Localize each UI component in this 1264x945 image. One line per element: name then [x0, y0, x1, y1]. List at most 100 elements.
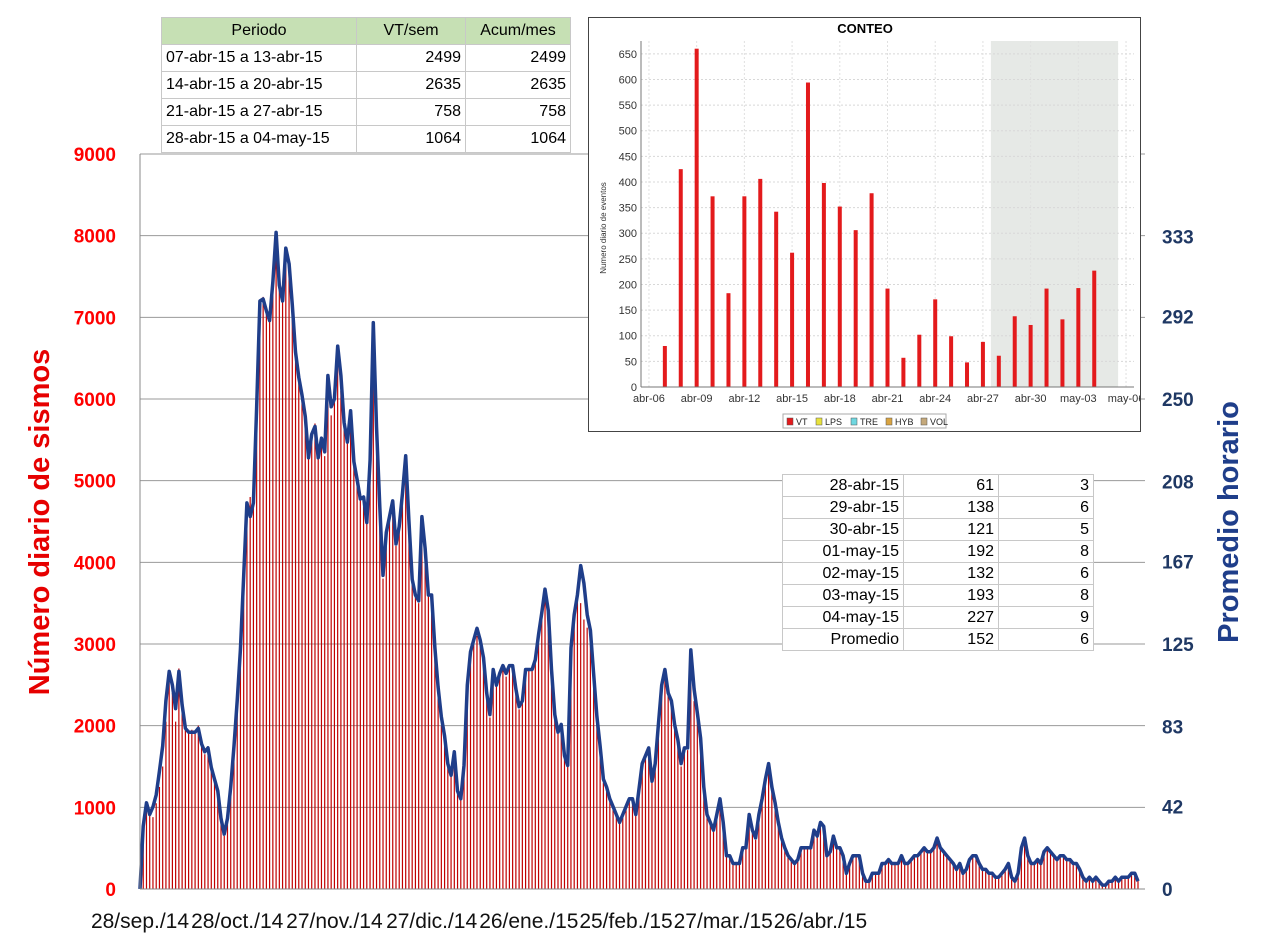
table-row: 07-abr-15 a 13-abr-15 2499 2499 [161, 44, 571, 72]
inset-x-tick-label: abr-24 [919, 393, 951, 405]
right-tick-label: 333 [1162, 227, 1194, 248]
main-hourly-line [138, 230, 1140, 890]
x-tick-label: 28/sep./14 [91, 910, 189, 933]
main-left-axis-label: Número diario de sismos [24, 349, 56, 696]
left-tick-label: 7000 [74, 308, 116, 329]
table-row: 04-may-15 227 9 [782, 606, 1094, 629]
inset-bar [917, 334, 922, 387]
inset-shaded-region [990, 41, 1119, 387]
table-cell: 28-abr-15 a 04-may-15 [161, 125, 357, 153]
right-tick-label: 0 [1162, 880, 1173, 901]
table-cell: 1064 [465, 125, 571, 153]
right-tick-label: 42 [1162, 798, 1183, 819]
inset-bar [949, 336, 954, 387]
table-cell: 121 [903, 518, 999, 541]
inset-bar [694, 48, 699, 387]
x-tick-label: 26/ene./15 [479, 910, 578, 933]
inset-x-tick-label: abr-09 [681, 393, 713, 405]
table-cell: 152 [903, 628, 999, 651]
table-row: 01-may-15 192 8 [782, 540, 1094, 563]
right-tick-label: 250 [1162, 390, 1194, 411]
inset-bar [1092, 270, 1097, 387]
table-cell: 758 [356, 98, 466, 126]
inset-x-ticks: abr-06 abr-09 abr-12 abr-15 abr-18 abr-21 abr-… [633, 393, 1144, 405]
table-row: 03-may-15 193 8 [782, 584, 1094, 607]
inset-bar [901, 357, 906, 387]
table-row: 02-may-15 132 6 [782, 562, 1094, 585]
inset-bar [790, 252, 795, 387]
left-tick-label: 2000 [74, 717, 116, 738]
inset-y-tick-label: 300 [619, 228, 637, 240]
table-cell: 758 [465, 98, 571, 126]
header-acum-mes: Acum/mes [465, 17, 571, 45]
inset-bar [821, 182, 826, 387]
inset-y-tick-label: 600 [619, 74, 637, 86]
inset-bar [885, 288, 890, 387]
inset-y-tick-label: 200 [619, 279, 637, 291]
inset-y-tick-label: 50 [625, 356, 637, 368]
table-cell: 04-may-15 [782, 606, 904, 629]
legend-swatch [885, 417, 893, 426]
table-cell: 227 [903, 606, 999, 629]
inset-y-tick-label: 450 [619, 151, 637, 163]
right-tick-label: 125 [1162, 635, 1194, 656]
table-cell: 2635 [465, 71, 571, 99]
inset-bar [742, 196, 747, 387]
table-cell: 28-abr-15 [782, 474, 904, 497]
right-tick-label: 167 [1162, 553, 1194, 574]
inset-bar [678, 169, 683, 387]
main-left-ticks: 0 1000 2000 3000 4000 5000 6000 7000 8000 9000 [74, 145, 116, 901]
right-tick-label: 208 [1162, 472, 1194, 493]
table-cell: 192 [903, 540, 999, 563]
inset-bar [662, 345, 667, 387]
inset-bar [805, 82, 810, 388]
left-tick-label: 5000 [74, 472, 116, 493]
left-tick-label: 0 [105, 880, 116, 901]
weekly-summary-table: Periodo VT/sem Acum/mes 07-abr-15 a 13-a… [161, 17, 571, 153]
table-row: 21-abr-15 a 27-abr-15 758 758 [161, 98, 571, 126]
inset-x-tick-label: abr-06 [633, 393, 665, 405]
table-cell: 61 [903, 474, 999, 497]
legend-label: VOL [930, 417, 948, 427]
inset-x-tick-label: abr-21 [872, 393, 904, 405]
main-right-axis-label: Promedio horario [1213, 401, 1245, 643]
inset-x-tick-label: abr-12 [728, 393, 760, 405]
inset-bar [710, 196, 715, 387]
legend-swatch [850, 417, 858, 426]
left-tick-label: 4000 [74, 553, 116, 574]
inset-bar [1044, 288, 1049, 387]
inset-legend: VT LPS TRE HYB VOL [782, 413, 948, 429]
x-tick-label: 25/feb./15 [579, 910, 672, 933]
inset-legend-box [782, 413, 947, 429]
inset-x-tick-label: abr-18 [824, 393, 856, 405]
table-cell: 07-abr-15 a 13-abr-15 [161, 44, 357, 72]
table-cell: 2499 [356, 44, 466, 72]
inset-bar [869, 193, 874, 387]
inset-title: CONTEO [837, 21, 893, 36]
inset-bar [996, 355, 1001, 387]
left-tick-label: 3000 [74, 635, 116, 656]
legend-swatch [786, 417, 794, 426]
table-cell: 8 [998, 584, 1094, 607]
table-cell: 1064 [356, 125, 466, 153]
table-cell: 02-may-15 [782, 562, 904, 585]
x-tick-label: 27/dic./14 [386, 910, 477, 933]
table-cell: 138 [903, 496, 999, 519]
table-cell: 132 [903, 562, 999, 585]
table-cell: 29-abr-15 [782, 496, 904, 519]
inset-y-tick-label: 550 [619, 100, 637, 112]
inset-bar [837, 206, 842, 387]
header-periodo: Periodo [161, 17, 357, 45]
header-vt-sem: VT/sem [356, 17, 466, 45]
inset-x-tick-label: abr-30 [1015, 393, 1047, 405]
inset-y-tick-label: 650 [619, 49, 637, 61]
table-row: 30-abr-15 121 5 [782, 518, 1094, 541]
x-tick-label: 28/oct./14 [191, 910, 284, 933]
table-cell: 6 [998, 628, 1094, 651]
table-cell: 8 [998, 540, 1094, 563]
table-row: 29-abr-15 138 6 [782, 496, 1094, 519]
legend-label: VT [796, 417, 808, 427]
right-tick-label: 292 [1162, 308, 1194, 329]
main-right-ticks: 0 42 83 125 167 208 250 292 333 [1162, 227, 1194, 901]
legend-label: LPS [825, 417, 842, 427]
